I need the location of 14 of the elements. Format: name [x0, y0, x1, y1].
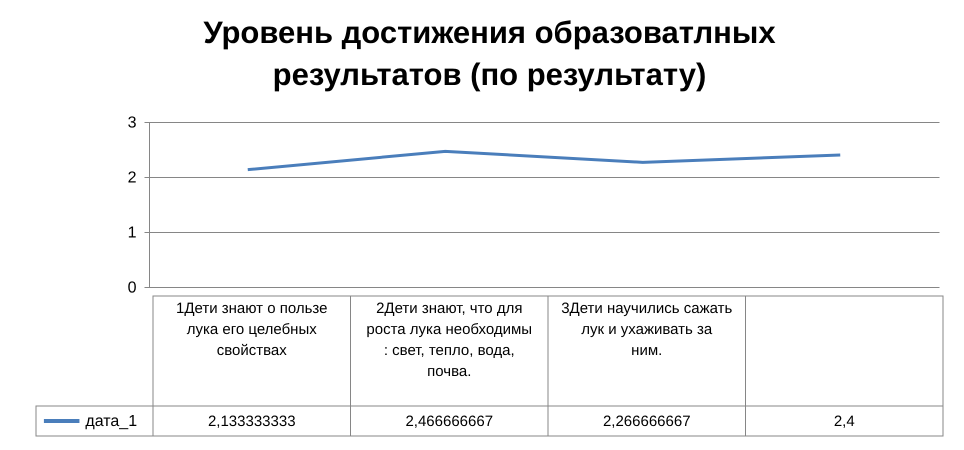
y-tick-label: 0 [128, 280, 137, 296]
data-label: 2,4 [834, 413, 855, 430]
y-tick-label: 1 [128, 224, 137, 242]
data-label: 2,266666667 [602, 413, 691, 430]
legend-label: дата_1 [85, 413, 138, 430]
y-tick-label: 2 [128, 170, 137, 186]
x-tick-label: 3Дети научились сажать лук и ухаживать за ним. [561, 300, 732, 359]
data-label: 2,466666667 [405, 413, 494, 430]
chart-title: Уровень достижения образоватлных результатов (по результату) [203, 15, 776, 92]
x-tick-label: 1Дети знают о пользе лука его целебных свойствах [176, 300, 328, 359]
x-tick-label: 2Дети знают, что для роста лука необходимы : свет, тепло, вода, почва. [366, 300, 532, 380]
line-series [246, 150, 842, 172]
y-tick-label: 3 [128, 114, 137, 132]
data-label: 2,133333333 [208, 413, 296, 430]
